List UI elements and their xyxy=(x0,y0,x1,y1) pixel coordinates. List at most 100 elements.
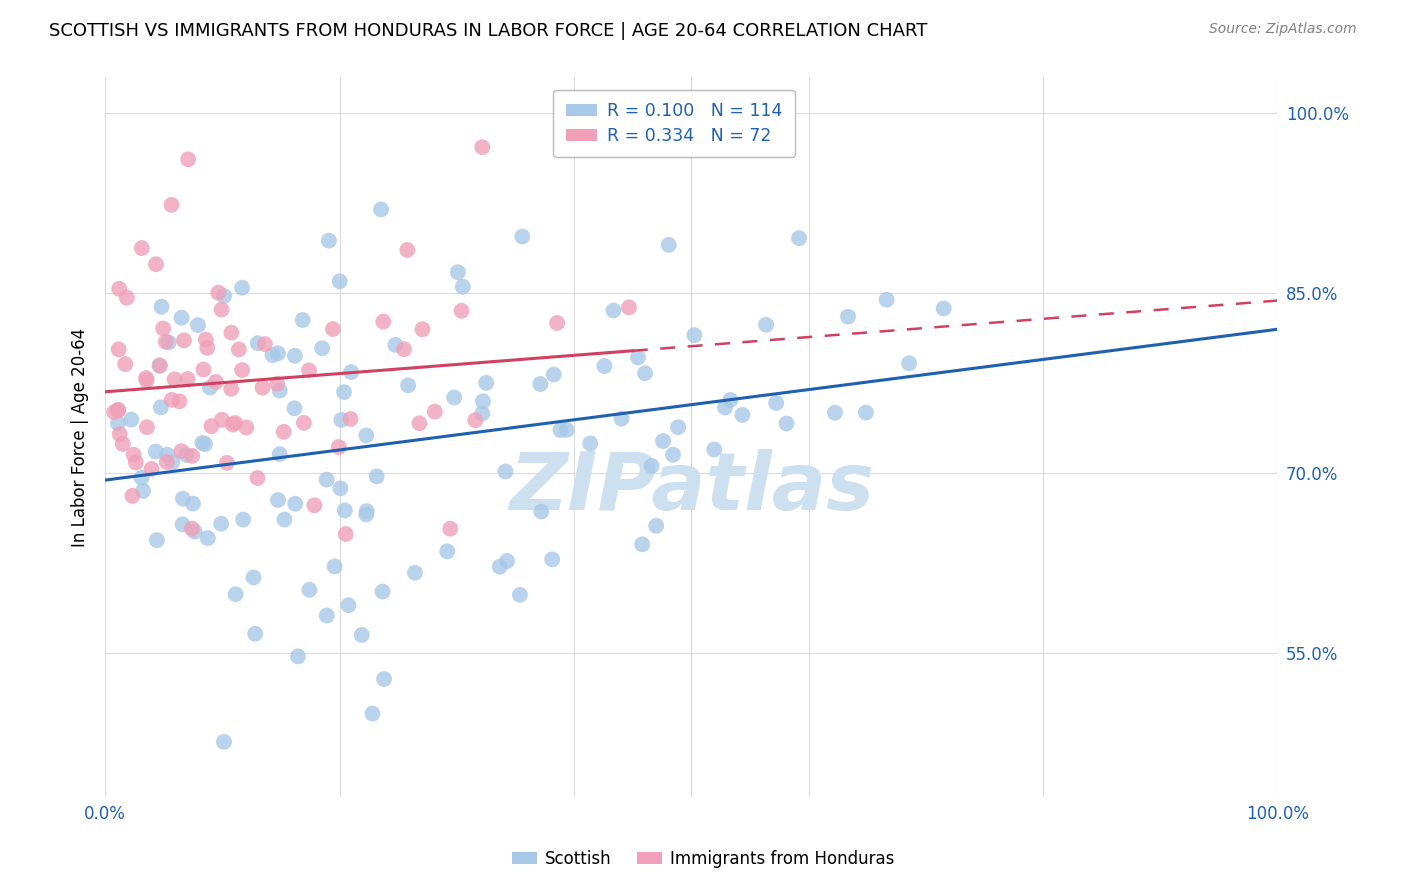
Point xyxy=(439,522,461,536)
Point xyxy=(315,473,337,487)
Point xyxy=(471,406,494,420)
Point xyxy=(108,427,131,442)
Point xyxy=(287,649,309,664)
Point xyxy=(149,359,172,373)
Point xyxy=(135,373,157,387)
Point xyxy=(273,425,295,439)
Point xyxy=(423,404,446,418)
Point xyxy=(205,375,228,389)
Point xyxy=(172,517,194,532)
Point xyxy=(107,403,129,417)
Point xyxy=(267,346,290,360)
Point xyxy=(311,341,333,355)
Point xyxy=(436,544,458,558)
Point xyxy=(292,416,315,430)
Point xyxy=(253,337,276,351)
Point xyxy=(160,392,183,407)
Point xyxy=(447,265,470,279)
Point xyxy=(156,448,179,462)
Point xyxy=(148,359,170,373)
Point xyxy=(322,322,344,336)
Text: Source: ZipAtlas.com: Source: ZipAtlas.com xyxy=(1209,22,1357,37)
Point xyxy=(146,533,169,548)
Point xyxy=(215,456,238,470)
Point xyxy=(211,413,233,427)
Point xyxy=(195,341,218,355)
Point xyxy=(108,282,131,296)
Point xyxy=(356,428,378,442)
Point xyxy=(373,672,395,686)
Point xyxy=(152,321,174,335)
Point xyxy=(197,531,219,545)
Point xyxy=(755,318,778,332)
Point xyxy=(683,328,706,343)
Point xyxy=(298,582,321,597)
Point xyxy=(617,301,640,315)
Point xyxy=(855,406,877,420)
Point xyxy=(145,444,167,458)
Point xyxy=(121,489,143,503)
Point xyxy=(541,552,564,566)
Point xyxy=(157,335,180,350)
Point xyxy=(219,382,242,396)
Point xyxy=(232,512,254,526)
Point xyxy=(450,303,472,318)
Point xyxy=(266,376,288,391)
Point xyxy=(876,293,898,307)
Point xyxy=(169,394,191,409)
Point xyxy=(160,198,183,212)
Point xyxy=(579,436,602,450)
Point xyxy=(443,391,465,405)
Point xyxy=(396,243,419,257)
Point xyxy=(267,493,290,508)
Point xyxy=(200,419,222,434)
Point xyxy=(824,406,846,420)
Point xyxy=(193,362,215,376)
Point xyxy=(235,420,257,434)
Point xyxy=(396,378,419,392)
Point xyxy=(550,423,572,437)
Point xyxy=(509,588,531,602)
Point xyxy=(155,334,177,349)
Point xyxy=(103,405,125,419)
Point xyxy=(366,469,388,483)
Point xyxy=(225,587,247,601)
Point xyxy=(318,234,340,248)
Point xyxy=(156,455,179,469)
Point xyxy=(898,356,921,370)
Point xyxy=(187,318,209,332)
Point xyxy=(703,442,725,457)
Point xyxy=(107,417,129,431)
Point xyxy=(170,444,193,458)
Point xyxy=(475,376,498,390)
Point xyxy=(765,396,787,410)
Point xyxy=(191,436,214,450)
Point xyxy=(242,570,264,584)
Point xyxy=(212,289,235,303)
Point xyxy=(131,471,153,485)
Point xyxy=(666,420,689,434)
Point xyxy=(335,527,357,541)
Point xyxy=(354,508,377,522)
Point xyxy=(371,584,394,599)
Point xyxy=(329,481,352,495)
Point xyxy=(932,301,955,316)
Point xyxy=(496,554,519,568)
Point xyxy=(634,366,657,380)
Point xyxy=(283,401,305,416)
Point xyxy=(163,372,186,386)
Point xyxy=(555,423,578,437)
Point xyxy=(328,440,350,454)
Point xyxy=(451,279,474,293)
Point xyxy=(111,437,134,451)
Point xyxy=(640,458,662,473)
Point xyxy=(361,706,384,721)
Point xyxy=(269,384,291,398)
Point xyxy=(207,285,229,300)
Point xyxy=(177,153,200,167)
Point xyxy=(125,455,148,469)
Point xyxy=(284,349,307,363)
Point xyxy=(404,566,426,580)
Point xyxy=(141,462,163,476)
Point xyxy=(373,315,395,329)
